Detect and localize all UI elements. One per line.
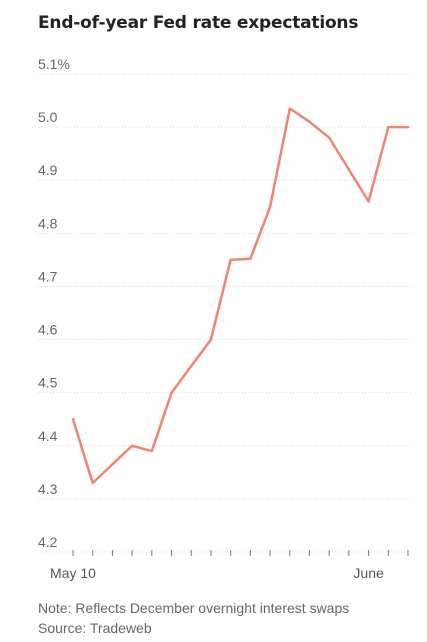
footnote: Note: Reflects December overnight intere… [38,598,349,638]
x-tick-label: May 10 [50,565,96,581]
note-text: Note: Reflects December overnight intere… [38,600,350,616]
chart-title: End-of-year Fed rate expectations [38,13,359,33]
source-text: Source: Tradeweb [38,620,152,636]
series-line [71,107,410,485]
y-tick-label: 4.8 [38,215,58,231]
y-tick-label: 4.4 [38,428,58,444]
y-tick-label: 4.3 [38,481,58,497]
series-layer [71,107,410,485]
x-tick-label: June [353,565,384,581]
y-tick-label: 4.5 [38,375,58,391]
y-tick-label: 4.7 [38,268,58,284]
y-tick-label: 5.0 [38,109,58,125]
y-tick-label: 5.1% [38,56,70,72]
y-axis-ticks: 4.2 4.3 4.4 4.5 4.6 4.7 4.8 4.9 5.0 5.1% [38,56,70,550]
x-axis: May 10 June [50,550,409,581]
y-tick-label: 4.6 [38,322,58,338]
line-chart: 4.2 4.3 4.4 4.5 4.6 4.7 4.8 4.9 5.0 5.1% May 10 Ju… [38,56,411,581]
y-tick-label: 4.2 [38,534,58,550]
y-tick-label: 4.9 [38,162,58,178]
